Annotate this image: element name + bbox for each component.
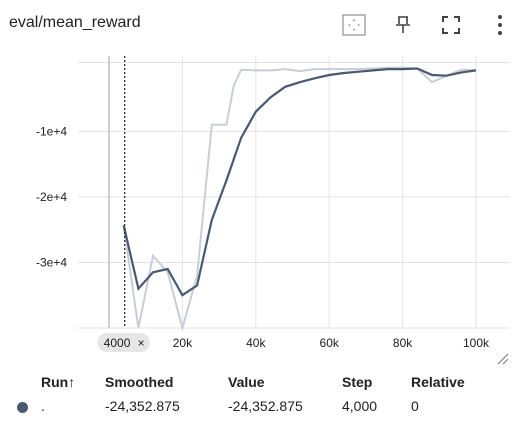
cell-smoothed: -24,352.875 bbox=[105, 398, 180, 414]
x-tick-label: 100k bbox=[463, 336, 490, 350]
more-button[interactable] bbox=[487, 12, 513, 38]
col-header-run[interactable]: Run↑ bbox=[41, 374, 76, 390]
cell-relative: 0 bbox=[411, 398, 419, 414]
x-tick-label: 80k bbox=[393, 336, 413, 350]
col-header-value[interactable]: Value bbox=[228, 374, 265, 390]
x-tick-label: 20k bbox=[173, 336, 193, 350]
y-tick-label: -2e+4 bbox=[36, 190, 67, 204]
fullscreen-icon bbox=[442, 16, 460, 34]
x-tick-label: 60k bbox=[320, 336, 340, 350]
col-header-step[interactable]: Step bbox=[342, 374, 373, 390]
x-tick-label: 40k bbox=[246, 336, 266, 350]
fit-domain-button[interactable] bbox=[341, 12, 367, 38]
cell-step: 4,000 bbox=[342, 398, 378, 414]
card-header: eval/mean_reward bbox=[0, 0, 518, 50]
fullscreen-button[interactable] bbox=[438, 12, 464, 38]
fit-domain-icon bbox=[342, 14, 366, 36]
cell-run: . bbox=[41, 398, 45, 414]
pin-icon bbox=[396, 16, 410, 33]
sort-arrow-icon: ↑ bbox=[68, 374, 76, 390]
y-tick-label: -1e+4 bbox=[36, 124, 67, 138]
chart-title: eval/mean_reward bbox=[9, 14, 141, 31]
more-vert-icon bbox=[498, 15, 502, 35]
resize-handle-icon[interactable] bbox=[497, 353, 509, 365]
run-color-dot bbox=[17, 402, 28, 413]
hover-x-tooltip: 4000 × bbox=[97, 333, 150, 352]
y-tick-label: -3e+4 bbox=[36, 255, 67, 269]
pin-button[interactable] bbox=[390, 12, 416, 38]
raw-series-line bbox=[122, 66, 477, 332]
col-header-smoothed[interactable]: Smoothed bbox=[105, 374, 174, 390]
hover-x-label: 4000 bbox=[104, 336, 131, 350]
line-chart[interactable]: -1e+4 -2e+4 -3e+4 20k 40k 60k 80k 100k 4000 × bbox=[0, 50, 518, 370]
smoothed-series-line bbox=[122, 67, 477, 297]
col-header-relative[interactable]: Relative bbox=[411, 374, 465, 390]
cell-value: -24,352.875 bbox=[228, 398, 303, 414]
close-icon: × bbox=[138, 336, 145, 350]
